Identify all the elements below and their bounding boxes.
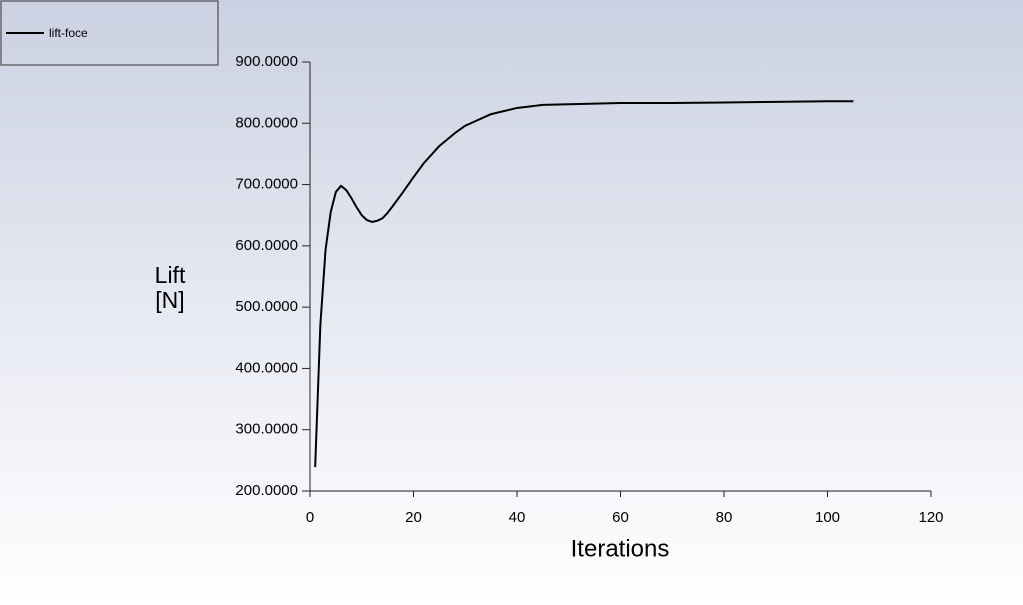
x-tick-label: 120 [918, 509, 943, 526]
x-tick-label: 60 [612, 509, 629, 526]
line-series [314, 100, 854, 468]
x-tick-label: 80 [716, 509, 733, 526]
legend-label: lift-foce [49, 26, 88, 40]
y-tick-label: 300.0000 [235, 421, 298, 438]
legend-box [0, 0, 219, 66]
y-tick-label: 600.0000 [235, 237, 298, 254]
x-tick-label: 20 [405, 509, 422, 526]
y-tick-label: 200.0000 [235, 482, 298, 499]
y-axis-title: Lift [N] [154, 262, 186, 313]
y-tick-label: 800.0000 [235, 114, 298, 131]
y-tick-label: 700.0000 [235, 176, 298, 193]
x-axis-title: Iterations [571, 535, 670, 562]
y-tick-label: 400.0000 [235, 359, 298, 376]
x-tick-label: 0 [306, 509, 314, 526]
x-tick-label: 100 [815, 509, 840, 526]
y-tick-label: 500.0000 [235, 298, 298, 315]
y-tick-label: 900.0000 [235, 53, 298, 70]
x-tick-label: 40 [509, 509, 526, 526]
